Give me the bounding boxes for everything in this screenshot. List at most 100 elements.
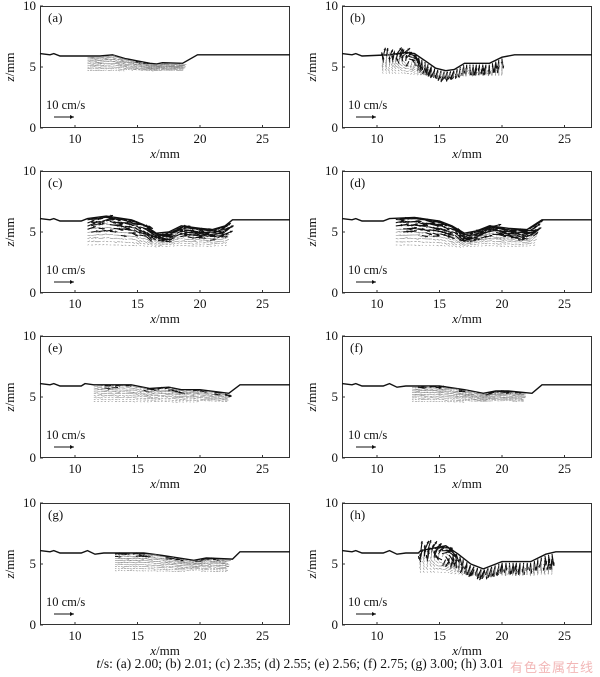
y-tick-label: 5 — [332, 556, 339, 571]
velocity-vector — [461, 564, 464, 570]
velocity-vector — [184, 235, 190, 237]
velocity-vector — [143, 240, 148, 244]
velocity-vector — [511, 394, 517, 396]
velocity-vector-head — [464, 566, 467, 570]
velocity-vector — [517, 392, 522, 395]
velocity-vector — [410, 73, 413, 75]
velocity-vector — [178, 393, 184, 395]
velocity-vector — [465, 73, 467, 77]
velocity-vector — [203, 397, 208, 399]
velocity-vector — [143, 242, 146, 245]
velocity-vector — [117, 58, 123, 61]
velocity-vector-head — [491, 573, 495, 577]
velocity-vector — [143, 393, 148, 395]
velocity-vector — [174, 563, 178, 565]
velocity-vector — [423, 564, 425, 568]
velocity-vector-head — [423, 544, 426, 548]
velocity-vector — [429, 567, 432, 570]
velocity-vector — [195, 241, 198, 243]
velocity-vector-head — [477, 573, 480, 577]
velocity-vector — [511, 400, 515, 402]
velocity-vector — [139, 237, 144, 240]
velocity-vector — [420, 72, 423, 75]
velocity-vector — [150, 238, 155, 241]
velocity-vector — [477, 241, 481, 243]
velocity-vector — [384, 68, 387, 72]
velocity-vector — [491, 71, 493, 75]
velocity-vector — [518, 243, 522, 245]
velocity-vector — [409, 68, 413, 71]
velocity-vector — [475, 71, 477, 77]
velocity-vector — [419, 566, 422, 571]
velocity-vector — [504, 570, 507, 575]
velocity-vector — [154, 244, 157, 246]
velocity-vector — [479, 394, 484, 396]
velocity-vector — [136, 392, 140, 395]
velocity-vector — [435, 560, 439, 564]
x-tick-label: 20 — [496, 296, 509, 311]
velocity-vector — [491, 72, 493, 76]
velocity-vector — [150, 564, 155, 567]
velocity-vector — [207, 567, 211, 569]
y-axis-label: z/mm — [2, 218, 17, 248]
velocity-vector-head — [409, 51, 412, 55]
velocity-vector — [435, 397, 439, 399]
velocity-vector — [169, 245, 171, 247]
x-tick-label: 10 — [69, 628, 82, 643]
velocity-vector — [202, 235, 209, 238]
velocity-vector — [432, 567, 436, 570]
velocity-vector — [126, 555, 131, 557]
velocity-vector-head — [552, 563, 555, 566]
velocity-vector — [387, 69, 390, 72]
velocity-vector — [117, 63, 122, 66]
velocity-vector — [95, 58, 99, 60]
velocity-vector — [87, 60, 91, 62]
velocity-vector — [157, 396, 160, 398]
velocity-vectors — [87, 55, 187, 72]
y-axis-label: z/mm — [304, 218, 319, 248]
velocity-vector — [224, 563, 230, 566]
velocity-vector — [484, 237, 491, 240]
panel-label: (b) — [350, 10, 365, 25]
velocity-vector — [135, 239, 140, 243]
velocity-vector — [416, 71, 419, 75]
velocity-vector — [213, 237, 218, 239]
x-axis-label: x/mm — [149, 311, 180, 326]
velocity-vector — [422, 557, 425, 562]
velocity-vector — [462, 72, 464, 77]
velocity-vector — [476, 394, 482, 396]
velocity-vector-head — [204, 390, 208, 393]
velocity-vector — [500, 568, 503, 574]
velocity-vector — [453, 565, 457, 570]
velocity-vector — [455, 243, 458, 246]
velocity-vector — [484, 244, 488, 247]
velocity-vector — [503, 392, 507, 394]
velocity-vector-head — [228, 223, 231, 226]
velocity-scale-arrowhead — [70, 280, 74, 284]
velocity-vector — [529, 244, 531, 247]
panel-f: 10 15 20 25 0 5 10 x/mm z/mm (f) 10 cm/s — [304, 328, 592, 491]
velocity-vector — [130, 65, 134, 67]
velocity-vectors — [380, 47, 505, 83]
velocity-vector — [440, 239, 444, 241]
velocity-vector — [410, 61, 413, 67]
velocity-vector — [181, 64, 186, 67]
velocity-vector — [165, 560, 171, 562]
velocity-vector — [429, 73, 432, 77]
velocity-vector — [461, 397, 466, 399]
velocity-vector — [488, 399, 491, 401]
velocity-vector — [224, 568, 228, 570]
velocity-vector — [110, 67, 114, 69]
velocity-vector-head — [429, 232, 432, 236]
velocity-vector — [382, 72, 384, 74]
velocity-vector — [224, 244, 227, 247]
panel-a: 10 15 20 25 0 5 10 x/mm z/mm (a) 10 cm/s — [2, 0, 290, 161]
velocity-vector-head — [135, 233, 139, 237]
velocity-vector — [423, 388, 428, 390]
velocity-vector-head — [420, 549, 423, 552]
panel-g: 10 15 20 25 0 5 10 x/mm z/mm (g) 10 cm/s — [2, 495, 290, 658]
velocity-vector — [446, 569, 450, 572]
velocity-vector — [138, 559, 144, 561]
velocity-vector — [438, 568, 443, 570]
velocity-vector — [93, 387, 99, 390]
